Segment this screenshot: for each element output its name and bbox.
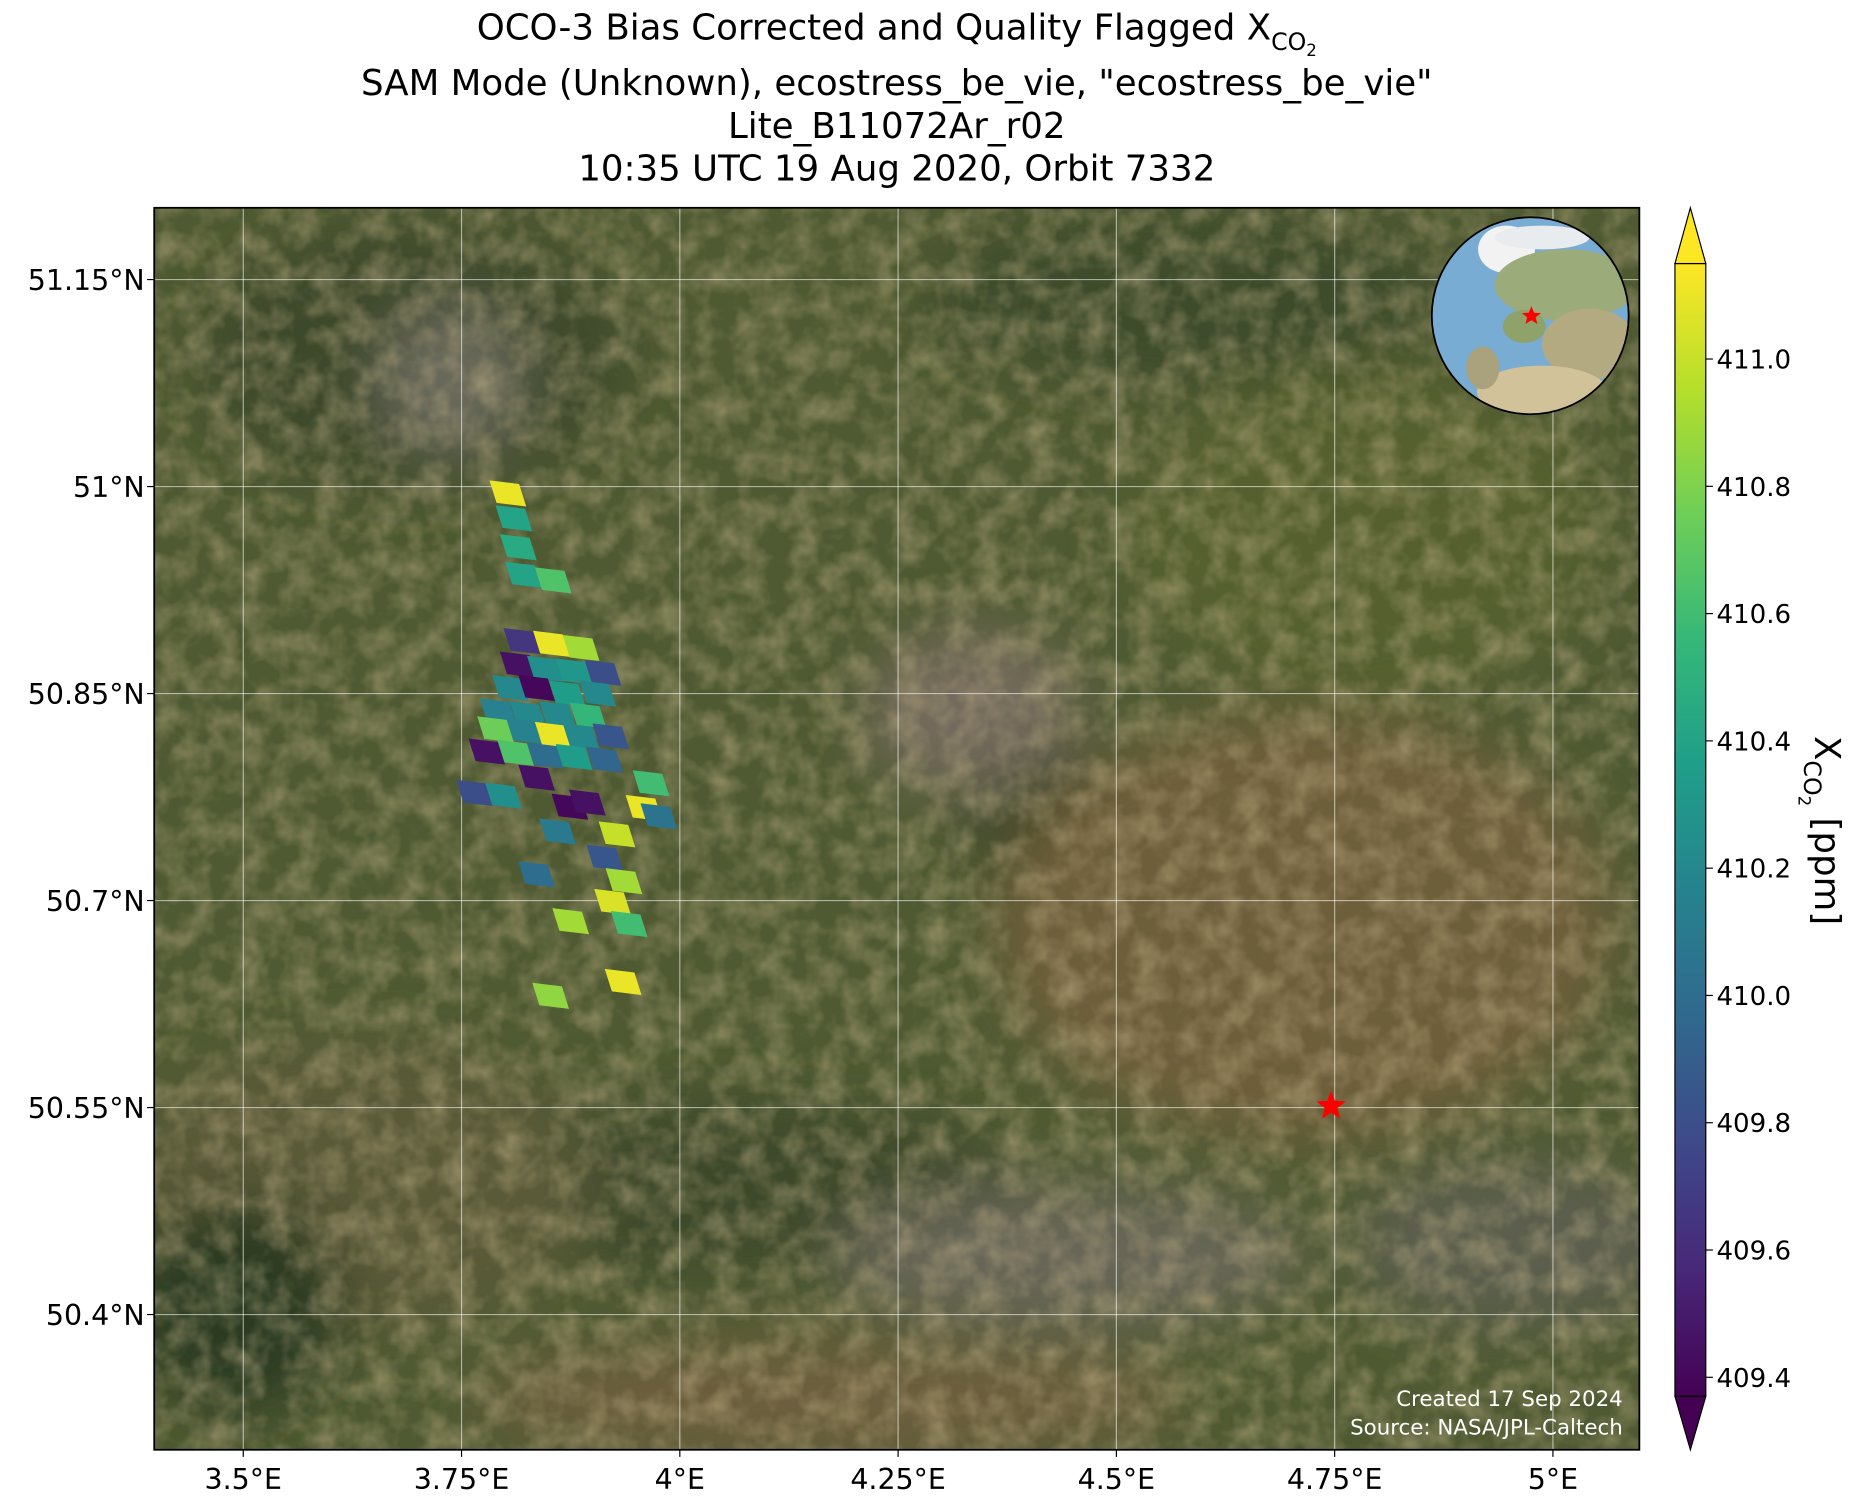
sounding	[562, 723, 600, 750]
inset-globe	[1430, 216, 1630, 416]
y-tick-label: 50.7°N	[46, 885, 145, 918]
sounding	[562, 634, 600, 662]
sounding	[548, 680, 586, 707]
title-line: SAM Mode (Unknown), ecostress_be_vie, "e…	[361, 63, 1433, 104]
colorbar-extend-min	[1674, 1395, 1707, 1452]
sounding	[584, 659, 622, 686]
sounding	[532, 982, 570, 1009]
colorbar: XCO2 [ppm] 409.4 409.6 409.8 410.0 410.2 410.…	[1674, 205, 1847, 1452]
sounding	[579, 680, 617, 707]
credits: Created 17 Sep 2024 Source: NASA/JPL-Cal…	[1350, 1387, 1623, 1440]
x-tick-label: 4.25°E	[850, 1463, 946, 1496]
sounding	[592, 723, 630, 750]
sounding	[586, 844, 624, 871]
sounding	[505, 561, 542, 588]
colorbar-tick-label: 410.8	[1716, 473, 1791, 503]
cbar-subsubscript: 2	[1794, 796, 1813, 807]
sounding	[610, 910, 648, 938]
colorbar-label: XCO2 [ppm]	[1794, 736, 1847, 925]
colorbar-tick-label: 410.0	[1716, 982, 1791, 1012]
sounding	[492, 674, 529, 702]
x-tick-label: 4.5°E	[1078, 1463, 1155, 1496]
cbar-symbol: X	[1806, 736, 1847, 760]
colorbar-extend-max	[1674, 205, 1707, 265]
sounding	[518, 764, 556, 791]
sounding	[539, 701, 576, 728]
sounding	[586, 746, 624, 773]
annotation: Created 17 Sep 2024	[1396, 1387, 1623, 1412]
sounding	[503, 628, 541, 655]
map-frame	[153, 206, 1641, 1451]
sounding	[569, 702, 607, 729]
axes: 3.5°E 3.75°E 4°E 4.25°E 4.5°E 4.75°E 5°E 51.15°…	[28, 264, 1578, 1496]
annotation: Source: NASA/JPL-Caltech	[1350, 1415, 1623, 1440]
sounding	[534, 721, 572, 749]
gridlines	[154, 207, 1640, 1450]
sounding	[526, 655, 564, 682]
colorbar-tick-label: 410.6	[1716, 600, 1791, 630]
sounding	[497, 739, 535, 766]
cbar-unit: [ppm]	[1806, 806, 1847, 925]
x-tick-label: 3.5°E	[205, 1463, 282, 1496]
y-tick-label: 50.4°N	[46, 1299, 145, 1332]
sounding	[555, 743, 593, 771]
colorbar-tick-label: 409.6	[1716, 1237, 1791, 1267]
sounding	[456, 779, 493, 807]
sounding	[526, 742, 564, 769]
sounding	[489, 480, 527, 507]
title-subscript: CO	[1271, 28, 1306, 56]
y-tick-label: 50.55°N	[28, 1092, 145, 1125]
sounding	[534, 567, 572, 594]
sounding	[499, 534, 537, 561]
sounding	[598, 821, 636, 848]
y-tick-label: 51°N	[73, 471, 145, 504]
satellite-imagery	[154, 207, 1640, 1450]
sounding	[605, 868, 643, 895]
sounding	[632, 770, 670, 797]
title-text: OCO-3 Bias Corrected and Quality Flagged…	[477, 7, 1271, 48]
target-star	[1316, 1090, 1346, 1119]
title-line: Lite_B11072Ar_r02	[728, 106, 1066, 147]
sounding	[518, 674, 556, 702]
x-tick-label: 3.75°E	[414, 1463, 510, 1496]
sounding	[568, 789, 606, 816]
sounding	[539, 818, 576, 845]
title-subsubscript: 2	[1306, 41, 1317, 60]
x-tick-label: 4.75°E	[1287, 1463, 1383, 1496]
x-tick-label: 5°E	[1528, 1463, 1578, 1496]
colorbar-tick-label: 410.4	[1716, 727, 1791, 757]
title: OCO-3 Bias Corrected and Quality Flagged…	[361, 7, 1433, 189]
y-tick-label: 51.15°N	[28, 264, 145, 297]
title-line: OCO-3 Bias Corrected and Quality Flagged…	[477, 7, 1317, 60]
colorbar-tick-label: 411.0	[1716, 346, 1791, 376]
sounding	[594, 888, 631, 916]
colorbar-tick-label: 409.8	[1716, 1109, 1791, 1139]
y-tick-label: 50.85°N	[28, 678, 145, 711]
colorbar-tick-label: 410.2	[1716, 855, 1791, 885]
sounding	[518, 861, 556, 888]
sounding	[640, 803, 678, 830]
sounding	[552, 908, 590, 935]
colorbar-body	[1674, 263, 1706, 1397]
sounding	[477, 716, 514, 743]
sounding	[533, 630, 570, 657]
sounding	[555, 658, 593, 685]
sounding	[499, 651, 537, 678]
sounding	[604, 968, 642, 995]
soundings	[456, 480, 1346, 1119]
sounding	[506, 717, 543, 744]
sounding	[468, 738, 506, 765]
sounding	[485, 782, 522, 809]
sounding	[495, 505, 533, 532]
colorbar-tick-label: 409.4	[1716, 1364, 1791, 1394]
cbar-subscript: CO	[1798, 760, 1826, 795]
title-line: 10:35 UTC 19 Aug 2020, Orbit 7332	[578, 149, 1215, 190]
x-tick-label: 4°E	[655, 1463, 705, 1496]
